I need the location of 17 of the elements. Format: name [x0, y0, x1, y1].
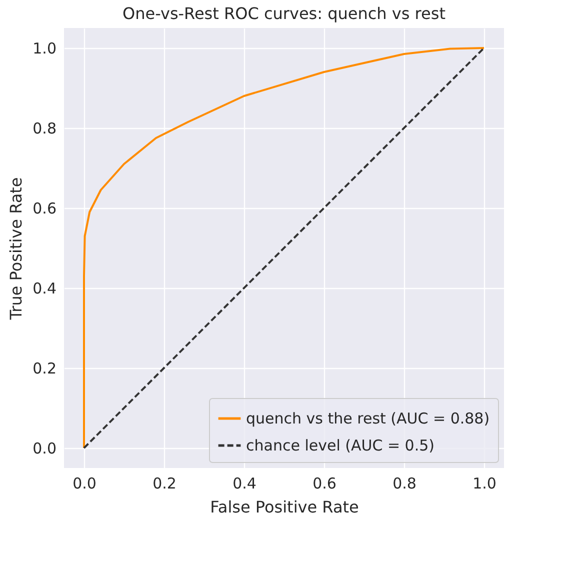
x-tick-label: 0.8	[392, 474, 416, 492]
legend-label: quench vs the rest (AUC = 0.88)	[246, 410, 490, 428]
chart-title: One-vs-Rest ROC curves: quench vs rest	[122, 4, 446, 23]
x-tick-label: 0.6	[312, 474, 336, 492]
x-tick-label: 0.4	[232, 474, 256, 492]
y-tick-label: 0.8	[32, 120, 56, 138]
y-tick-label: 0.6	[32, 200, 56, 218]
y-tick-label: 0.4	[32, 280, 56, 298]
y-tick-label: 0.2	[32, 360, 56, 378]
x-tick-label: 0.2	[152, 474, 176, 492]
y-tick-label: 1.0	[32, 40, 56, 58]
y-axis-title: True Positive Rate	[6, 177, 26, 321]
legend-label: chance level (AUC = 0.5)	[246, 436, 435, 454]
y-tick-label: 0.0	[32, 440, 56, 458]
x-tick-label: 0.0	[72, 474, 96, 492]
x-tick-label: 1.0	[472, 474, 496, 492]
x-axis-title: False Positive Rate	[210, 498, 359, 516]
